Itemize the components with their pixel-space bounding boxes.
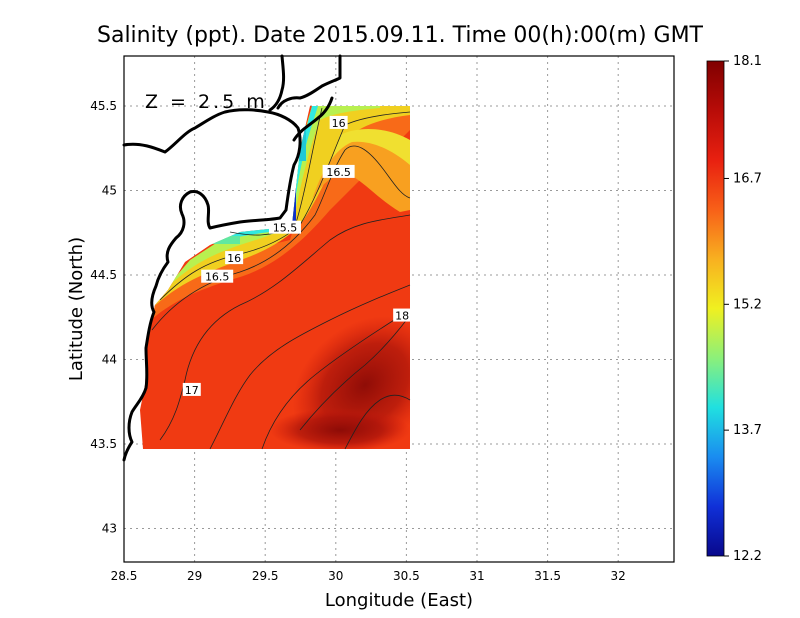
contour-18 bbox=[299, 317, 409, 431]
contour-label-box bbox=[393, 308, 412, 322]
y-tick-label: 43 bbox=[102, 522, 117, 536]
x-tick-label: 28.5 bbox=[111, 569, 138, 583]
coastline-north bbox=[268, 54, 286, 112]
coastline-lagoon bbox=[292, 96, 334, 142]
contour-label-box bbox=[268, 220, 301, 234]
colorbar-tick-label: 12.2 bbox=[733, 549, 762, 564]
coastline bbox=[122, 54, 342, 462]
coastline-mainland bbox=[122, 108, 302, 462]
contour-label-18: 18 bbox=[393, 308, 412, 323]
contour-label-text: 16 bbox=[227, 252, 241, 265]
colorbar-ticks: 12.2 13.7 15.2 16.7 18.1 bbox=[724, 54, 762, 564]
field-orange-lobe bbox=[312, 141, 410, 212]
coastline-danube-delta bbox=[276, 54, 342, 110]
contour-label-text: 17 bbox=[185, 384, 199, 397]
y-axis-ticks: 43 43.5 44 44.5 45 45.5 bbox=[90, 99, 117, 536]
x-tick-label: 30.5 bbox=[393, 569, 420, 583]
contour-label-16.5: 16.5 bbox=[201, 269, 234, 284]
contour-label-box bbox=[201, 269, 234, 283]
contour-labels: 16 16.5 15.5 16 16.5 18 17 bbox=[182, 115, 412, 397]
plot-frame bbox=[123, 55, 675, 563]
x-tick-label: 31.5 bbox=[534, 569, 561, 583]
field-lightgreen-band bbox=[160, 106, 380, 295]
colorbar-tick-label: 13.7 bbox=[733, 423, 762, 438]
contour-label-16.5: 16.5 bbox=[322, 164, 355, 179]
field-dark-red-south bbox=[270, 408, 410, 449]
y-tick-label: 45.5 bbox=[90, 99, 117, 113]
contour-label-17: 17 bbox=[182, 382, 201, 397]
y-tick-label: 44 bbox=[102, 353, 117, 367]
x-axis-ticks: 28.5 29 29.5 30 30.5 31 31.5 32 bbox=[111, 569, 626, 583]
x-tick-label: 29.5 bbox=[252, 569, 279, 583]
contour-label-text: 16 bbox=[332, 117, 346, 130]
contour-label-box bbox=[322, 164, 355, 178]
x-axis-label: Longitude (East) bbox=[325, 590, 473, 611]
colorbar-tick-label: 18.1 bbox=[733, 54, 762, 69]
contour-label-box bbox=[225, 251, 244, 265]
contour-label-text: 16.5 bbox=[205, 271, 230, 284]
depth-label: Z = 2.5 m bbox=[145, 91, 268, 113]
contour-label-text: 16.5 bbox=[326, 166, 351, 179]
contour-label-15.5: 15.5 bbox=[268, 220, 301, 235]
contour-18b bbox=[344, 394, 411, 450]
y-axis-label: Latitude (North) bbox=[66, 237, 87, 381]
contour-lines bbox=[151, 107, 411, 450]
field-green-patch bbox=[210, 236, 240, 244]
x-tick-label: 29 bbox=[187, 569, 202, 583]
y-tick-label: 44.5 bbox=[90, 268, 117, 282]
x-tick-label: 31 bbox=[469, 569, 484, 583]
colorbar-tick-label: 15.2 bbox=[733, 297, 762, 312]
y-tick-label: 45 bbox=[102, 184, 117, 198]
contour-17 bbox=[159, 214, 411, 441]
contour-label-box bbox=[182, 382, 201, 396]
y-tick-label: 43.5 bbox=[90, 437, 117, 451]
contour-label-16: 16 bbox=[225, 251, 244, 265]
contour-label-box bbox=[329, 115, 348, 129]
contour-17b bbox=[209, 284, 411, 450]
contour-label-text: 15.5 bbox=[273, 222, 298, 235]
x-tick-label: 30 bbox=[328, 569, 343, 583]
contour-label-text: 18 bbox=[395, 310, 409, 323]
contour-17.5 bbox=[261, 309, 411, 450]
colorbar-tick-label: 16.7 bbox=[733, 171, 762, 186]
contour-label-16: 16 bbox=[329, 115, 348, 130]
colorbar bbox=[706, 60, 725, 557]
chart-title: Salinity (ppt). Date 2015.09.11. Time 00… bbox=[97, 23, 704, 48]
x-tick-label: 32 bbox=[611, 569, 626, 583]
